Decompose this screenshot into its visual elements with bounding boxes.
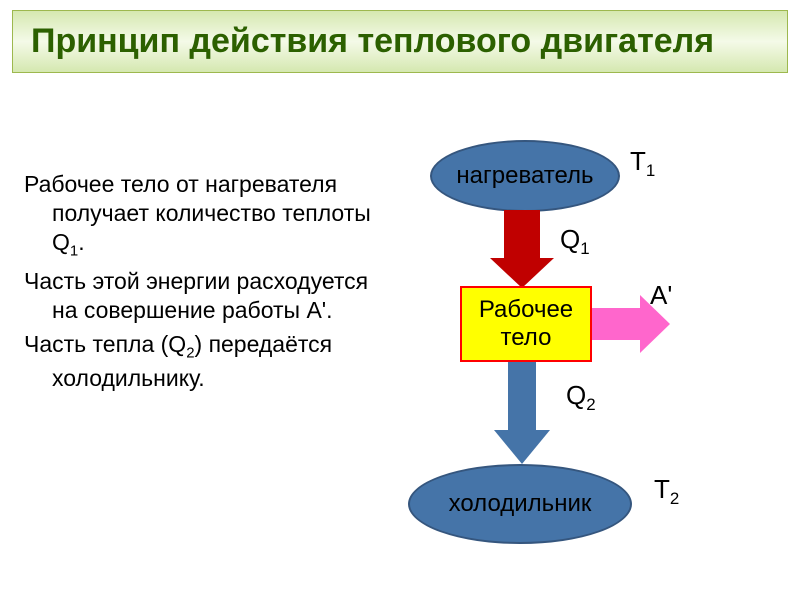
label-Q2: Q2 [566,380,596,415]
slide-title: Принцип действия теплового двигателя [31,23,769,60]
node-working-body: Рабочее тело [460,286,592,362]
label-T1: T1 [630,146,655,181]
node-heater-label: нагреватель [456,164,593,188]
paragraph-2: Часть этой энергии расходуется на соверш… [24,267,379,325]
paragraph-3: Часть тепла (Q2) передаётся холодильнику… [24,330,379,392]
label-T2: T2 [654,474,679,509]
node-cooler-label: холодильник [449,492,592,516]
paragraph-1: Рабочее тело от нагревателя получает кол… [24,170,379,261]
flow-diagram: нагреватель Рабочее тело холодильник T1 … [390,140,790,600]
label-Aprime: A' [650,280,672,311]
slide-header: Принцип действия теплового двигателя [12,10,788,73]
body-text: Рабочее тело от нагревателя получает кол… [24,170,379,398]
node-cooler: холодильник [408,464,632,544]
node-heater: нагреватель [430,140,620,212]
node-working-body-label: Рабочее тело [479,296,573,352]
label-Q1: Q1 [560,224,590,259]
